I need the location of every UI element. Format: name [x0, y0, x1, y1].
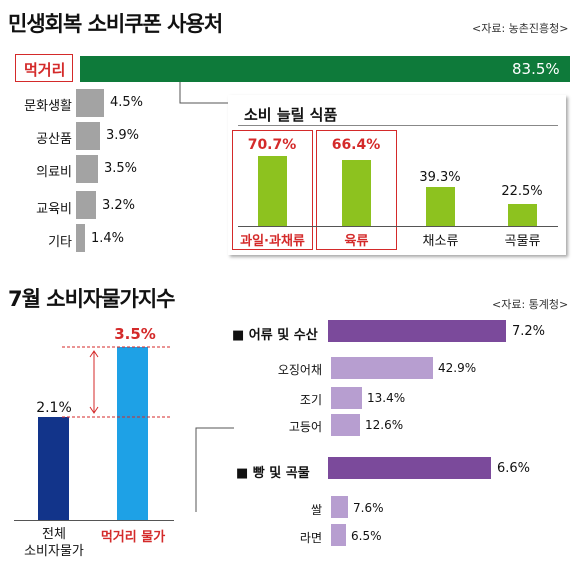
item-value: 12.6% [365, 418, 404, 432]
cpi-baseline [14, 520, 174, 521]
inset-baseline [238, 226, 558, 227]
inset-label: 육류 [344, 234, 369, 249]
inset-bar [258, 156, 287, 226]
item-bar [331, 357, 433, 379]
item-value: 7.6% [353, 501, 384, 515]
inset-value: 39.3% [419, 170, 461, 185]
item-label: 고등어 [288, 420, 322, 434]
highlight-label-box [15, 54, 73, 82]
inset-connector [179, 82, 228, 104]
category-value: 1.4% [91, 231, 125, 246]
category-label: 교육비 [36, 202, 72, 217]
category-value: 3.2% [102, 198, 136, 213]
group-label: ■ 빵 및 곡물 [236, 466, 310, 481]
category-bar [76, 155, 98, 183]
inset-highlight-box [316, 130, 397, 250]
inset-title: 소비 늘릴 식품 [244, 106, 338, 124]
gap-arrow-head-up [89, 350, 99, 358]
category-label: 공산품 [36, 132, 72, 147]
gap-arrow-head-down [89, 406, 99, 414]
section2-source: <자료: 통계청> [492, 298, 569, 311]
category-value: 3.5% [104, 161, 138, 176]
inset-divider [238, 125, 558, 126]
category-bar [76, 191, 96, 219]
item-bar [331, 524, 346, 546]
cpi-label: 전체 소비자물가 [24, 527, 84, 559]
food-value: 3.5% [114, 325, 156, 343]
highlight-label: 먹거리 [24, 61, 66, 79]
inset-value: 22.5% [501, 184, 543, 199]
inset-highlight-box [232, 130, 313, 250]
item-value: 13.4% [367, 391, 406, 405]
category-label: 기타 [48, 235, 72, 250]
food-bar [117, 347, 148, 520]
group-value: 7.2% [512, 324, 546, 339]
group-label: ■ 어류 및 수산 [232, 328, 318, 343]
item-label: 조기 [299, 393, 322, 407]
inset-bar [426, 187, 455, 226]
item-bar [331, 387, 362, 409]
highlight-bar [80, 56, 570, 82]
item-value: 42.9% [438, 361, 477, 375]
item-label: 오징어채 [277, 363, 322, 377]
group-bar [328, 457, 491, 479]
food-label: 먹거리 물가 [100, 530, 166, 545]
inset-bar [342, 160, 371, 226]
category-bar [76, 224, 85, 252]
item-bar [331, 496, 348, 518]
section1-source: <자료: 농촌진흥청> [472, 22, 569, 35]
category-label: 문화생활 [24, 99, 72, 114]
group-bar [328, 320, 506, 342]
category-bar [76, 89, 104, 117]
inset-label: 채소류 [422, 234, 459, 249]
section2-title: 7월 소비자물가지수 [8, 287, 175, 311]
group-value: 6.6% [497, 461, 531, 476]
item-label: 쌀 [310, 503, 322, 517]
category-value: 3.9% [106, 128, 140, 143]
cpi-bar [38, 417, 69, 520]
inset-label: 곡물류 [504, 234, 541, 249]
category-label: 의료비 [36, 165, 72, 180]
category-bar [76, 122, 100, 150]
category-value: 4.5% [110, 95, 144, 110]
highlight-value: 83.5% [512, 60, 560, 78]
inset-value: 70.7% [247, 137, 297, 153]
cpi-value: 2.1% [36, 400, 72, 416]
item-value: 6.5% [351, 529, 382, 543]
inset-bar [508, 204, 537, 226]
item-label: 라면 [299, 531, 322, 545]
section1-title: 민생회복 소비쿠폰 사용처 [8, 12, 223, 36]
inset-label: 과일·과채류 [240, 234, 305, 249]
breakdown-connector [195, 427, 234, 512]
inset-value: 66.4% [331, 137, 381, 153]
item-bar [331, 414, 360, 436]
